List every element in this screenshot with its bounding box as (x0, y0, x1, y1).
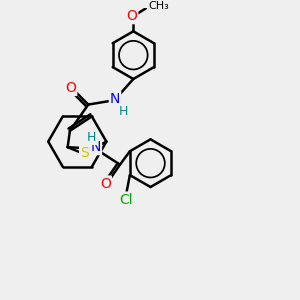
Text: N: N (110, 92, 120, 106)
Text: O: O (100, 176, 111, 190)
Text: H: H (118, 105, 128, 118)
Text: Cl: Cl (120, 193, 133, 206)
Text: H: H (87, 131, 97, 144)
Text: O: O (126, 9, 137, 23)
Text: CH₃: CH₃ (148, 1, 169, 11)
Text: S: S (80, 146, 89, 161)
Text: O: O (65, 81, 76, 95)
Text: N: N (91, 140, 101, 154)
